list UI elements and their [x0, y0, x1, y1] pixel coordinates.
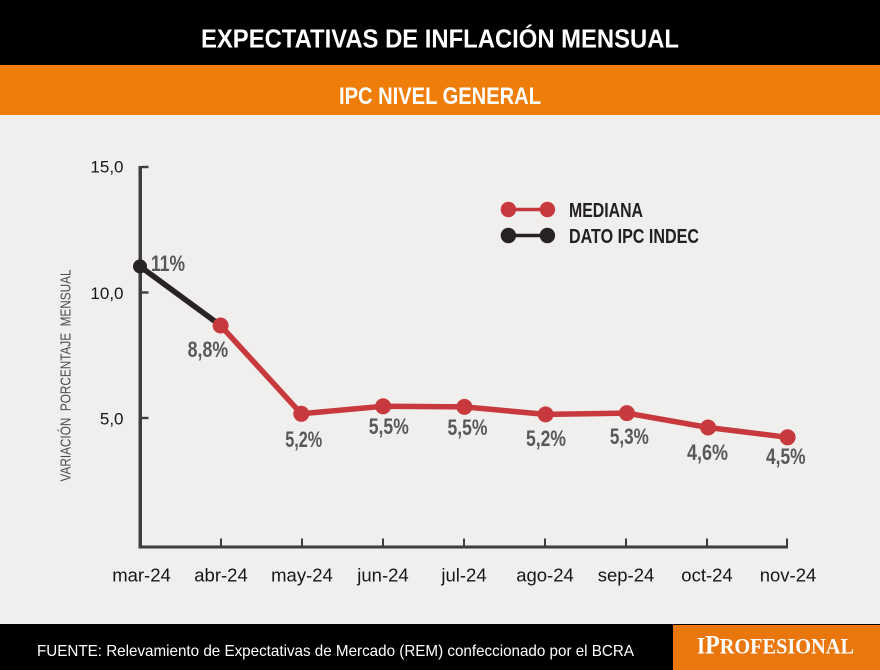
svg-text:5,5%: 5,5%	[448, 415, 488, 440]
svg-text:IPC NIVEL GENERAL: IPC NIVEL GENERAL	[339, 83, 541, 110]
svg-text:4,6%: 4,6%	[687, 440, 728, 465]
svg-text:11%: 11%	[151, 251, 185, 276]
svg-text:abr-24: abr-24	[194, 565, 247, 586]
svg-text:sep-24: sep-24	[598, 565, 655, 586]
svg-text:15,0: 15,0	[90, 157, 123, 176]
svg-text:jul-24: jul-24	[440, 565, 486, 586]
svg-text:4,5%: 4,5%	[766, 444, 806, 469]
svg-text:5,3%: 5,3%	[610, 424, 649, 449]
svg-text:ago-24: ago-24	[516, 565, 574, 586]
svg-text:8,8%: 8,8%	[188, 337, 229, 362]
svg-text:5,2%: 5,2%	[526, 426, 566, 451]
svg-text:5,5%: 5,5%	[369, 414, 409, 439]
svg-text:oct-24: oct-24	[681, 565, 732, 586]
svg-text:10,0: 10,0	[90, 284, 123, 303]
svg-text:nov-24: nov-24	[760, 565, 817, 586]
svg-text:jun-24: jun-24	[356, 565, 408, 586]
svg-text:VARIACIÓN PORCENTAJE MENSUAL: VARIACIÓN PORCENTAJE MENSUAL	[58, 270, 75, 482]
svg-text:5,0: 5,0	[100, 409, 124, 428]
svg-text:DATO IPC INDEC: DATO IPC INDEC	[569, 226, 699, 248]
svg-text:5,2%: 5,2%	[285, 427, 322, 452]
svg-text:MEDIANA: MEDIANA	[569, 200, 643, 222]
svg-text:mar-24: mar-24	[112, 565, 171, 586]
svg-text:may-24: may-24	[271, 565, 333, 586]
svg-text:FUENTE: Relevamiento de Expect: FUENTE: Relevamiento de Expectativas de …	[37, 643, 634, 660]
svg-text:EXPECTATIVAS DE INFLACIÓN MENS: EXPECTATIVAS DE INFLACIÓN MENSUAL	[201, 24, 679, 54]
svg-text:IPROFESIONAL: IPROFESIONAL	[697, 630, 854, 660]
